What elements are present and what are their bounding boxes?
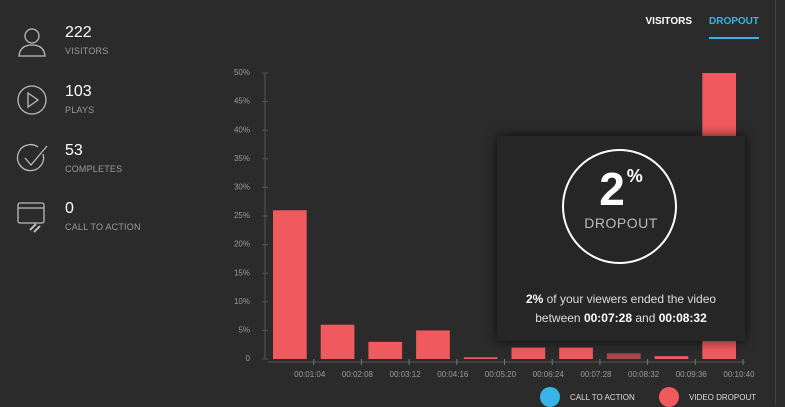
bar — [416, 330, 450, 359]
x-tick-label: 00:10:40 — [723, 370, 755, 379]
x-tick-label: 00:09:36 — [676, 370, 708, 379]
y-tick-label: 40% — [234, 125, 250, 134]
bar — [368, 341, 403, 359]
stat-plays: 103 PLAYS — [16, 83, 216, 133]
y-tick-label: 10% — [234, 297, 250, 306]
tooltip-message: 2% of your viewers ended the video betwe… — [497, 290, 745, 328]
bar — [511, 347, 546, 359]
text: between — [535, 311, 581, 325]
tab[interactable]: VISITORS — [645, 16, 693, 27]
y-tick-label: 30% — [234, 183, 250, 192]
y-tick-label: 0 — [246, 354, 251, 363]
tab-active[interactable]: DROPOUT — [709, 16, 759, 39]
stat-value: 53 — [65, 142, 83, 159]
time: 00:08:32 — [658, 311, 707, 325]
bar — [559, 347, 593, 359]
stat-value: 103 — [65, 83, 92, 100]
check-icon — [16, 144, 48, 172]
y-tick-label: 45% — [234, 97, 250, 106]
y-tick-label: 25% — [234, 211, 250, 220]
visitor-icon — [18, 28, 46, 57]
x-tick-label: 00:08:32 — [628, 370, 660, 379]
divider — [775, 0, 776, 405]
bar — [273, 210, 307, 359]
x-tick-label: 00:03:12 — [390, 370, 422, 379]
y-tick-label: 20% — [234, 240, 250, 249]
tooltip: 2% DROPOUT 2% of your viewers ended the … — [497, 136, 745, 341]
x-tick-label: 00:02:08 — [342, 370, 374, 379]
stat-label: CALL TO ACTION — [65, 222, 141, 232]
legend-item[interactable]: VIDEO DROPOUT — [659, 387, 756, 407]
x-tick-label: 00:07:28 — [580, 370, 612, 379]
bar — [320, 324, 355, 359]
legend-swatch — [659, 387, 679, 407]
bar — [463, 357, 498, 359]
stat-label: PLAYS — [65, 105, 95, 115]
legend-label: VIDEO DROPOUT — [689, 392, 757, 402]
stat-label: VISITORS — [65, 46, 109, 56]
tooltip-label: DROPOUT — [584, 215, 658, 231]
y-tick-label: 35% — [234, 154, 250, 163]
tabs: VISITORS DROPOUT — [645, 16, 759, 39]
ring — [562, 149, 677, 264]
stat-value: 0 — [65, 200, 74, 217]
x-tick-label: 00:06:24 — [533, 370, 565, 379]
stat-value: 222 — [65, 24, 92, 41]
legend-label: CALL TO ACTION — [570, 392, 635, 402]
text: and — [635, 311, 656, 325]
text: of your viewers ended the video — [546, 292, 717, 306]
play-icon — [17, 85, 47, 115]
pct: 2% — [525, 292, 544, 306]
stat-completes: 53 COMPLETES — [16, 142, 216, 192]
legend-swatch — [540, 387, 560, 407]
value: 2 — [599, 163, 625, 215]
time: 00:07:28 — [583, 311, 632, 325]
x-tick-label: 00:01:04 — [294, 370, 326, 379]
y-tick-label: 5% — [238, 326, 250, 335]
cta-icon — [17, 202, 45, 233]
x-tick-label: 00:04:16 — [437, 370, 469, 379]
tooltip-value: 2% — [497, 162, 745, 216]
bar — [654, 356, 689, 359]
y-tick-label: 50% — [234, 68, 250, 77]
x-tick-label: 00:05:20 — [485, 370, 517, 379]
stat-visitors: 222 VISITORS — [16, 24, 216, 74]
legend-item[interactable]: CALL TO ACTION — [540, 387, 635, 407]
y-tick-label: 15% — [234, 268, 250, 277]
stat-label: COMPLETES — [65, 164, 123, 174]
stat-cta: 0 CALL TO ACTION — [16, 200, 216, 250]
unit: % — [626, 166, 643, 186]
bar — [606, 353, 641, 359]
